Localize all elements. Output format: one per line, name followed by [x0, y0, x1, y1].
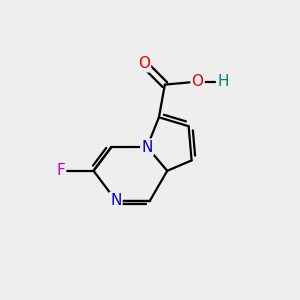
- Text: F: F: [56, 163, 65, 178]
- Text: O: O: [138, 56, 150, 71]
- Text: N: N: [141, 140, 153, 154]
- Text: N: N: [110, 193, 122, 208]
- Text: O: O: [192, 74, 204, 89]
- Text: H: H: [217, 74, 229, 89]
